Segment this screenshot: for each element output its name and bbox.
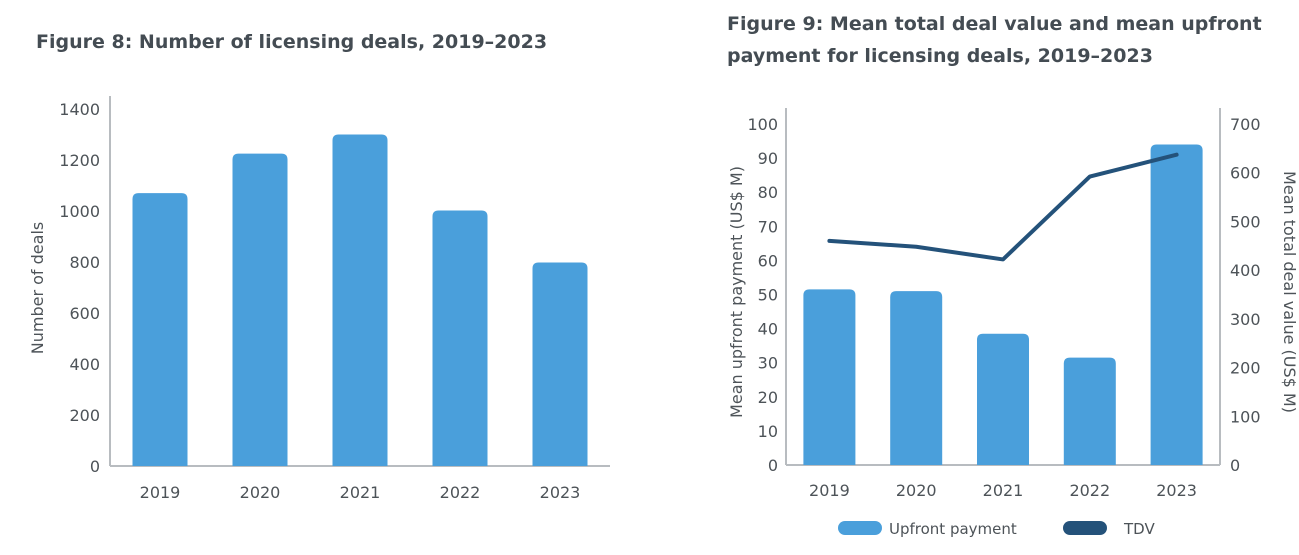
bar-2021 (332, 134, 388, 466)
y-tick-label: 200 (69, 406, 100, 425)
legend-label-upfront: Upfront payment (889, 520, 1017, 538)
legend-swatch-upfront (838, 521, 882, 535)
bar-2020 (232, 153, 288, 466)
tdv-line (827, 152, 1179, 262)
y-tick-label: 800 (69, 253, 100, 272)
y-tick-label: 30 (758, 354, 778, 373)
y-tick-label: 90 (758, 149, 778, 168)
x-tick-label: 2021 (340, 483, 381, 502)
y2-tick-label: 400 (1230, 261, 1261, 280)
bar-upfront-2022 (1063, 357, 1116, 465)
y-tick-label: 1400 (59, 100, 100, 119)
x-tick-label: 2021 (983, 481, 1024, 500)
x-tick-label: 2020 (896, 481, 937, 500)
y-tick-label: 1200 (59, 151, 100, 170)
y-tick-label: 80 (758, 183, 778, 202)
y2-tick-label: 700 (1230, 115, 1261, 134)
bar-upfront-2019 (803, 289, 856, 465)
figure8-title: Figure 8: Number of licensing deals, 201… (36, 31, 548, 53)
legend-swatch-tdv (1063, 521, 1107, 535)
y-tick-label: 10 (758, 422, 778, 441)
legend-label-tdv: TDV (1123, 520, 1155, 538)
x-tick-label: 2023 (1156, 481, 1197, 500)
y-tick-label: 60 (758, 251, 778, 270)
y2-tick-label: 600 (1230, 164, 1261, 183)
y2-axis-label: Mean total deal value (US$ M) (1280, 171, 1299, 413)
y-tick-label: 0 (768, 456, 778, 475)
bar-2019 (132, 193, 188, 466)
x-tick-label: 2022 (440, 483, 481, 502)
y2-tick-label: 100 (1230, 407, 1261, 426)
y-axis-label: Number of deals (28, 222, 47, 354)
figure9-title: Figure 9: Mean total deal value and mean… (727, 13, 1262, 67)
bar-upfront-2023 (1150, 144, 1203, 465)
bar-upfront-2020 (890, 291, 943, 465)
x-tick-label: 2023 (540, 483, 581, 502)
y-tick-label: 1000 (59, 202, 100, 221)
y2-tick-label: 300 (1230, 310, 1261, 329)
chart-number-of-deals: 0 200 400 600 800 1000 1200 1400 2019 2020 2021 202… (28, 96, 610, 502)
y-tick-label: 0 (90, 457, 100, 476)
y-tick-label: 20 (758, 388, 778, 407)
y-axis-label: Mean upfront payment (US$ M) (727, 166, 746, 418)
y-tick-label: 40 (758, 320, 778, 339)
bar-2022 (432, 210, 488, 466)
y-tick-label: 400 (69, 355, 100, 374)
y-tick-label: 70 (758, 217, 778, 236)
x-tick-label: 2019 (809, 481, 850, 500)
y2-tick-label: 500 (1230, 212, 1261, 231)
x-tick-label: 2022 (1069, 481, 1110, 500)
bar-2023 (532, 262, 588, 466)
y-tick-label: 100 (747, 115, 778, 134)
y2-tick-label: 0 (1230, 456, 1240, 475)
y-tick-label: 50 (758, 286, 778, 305)
bar-upfront-2021 (977, 333, 1029, 465)
y-tick-label: 600 (69, 304, 100, 323)
y2-tick-label: 200 (1230, 359, 1261, 378)
x-tick-label: 2020 (240, 483, 281, 502)
x-tick-label: 2019 (140, 483, 181, 502)
